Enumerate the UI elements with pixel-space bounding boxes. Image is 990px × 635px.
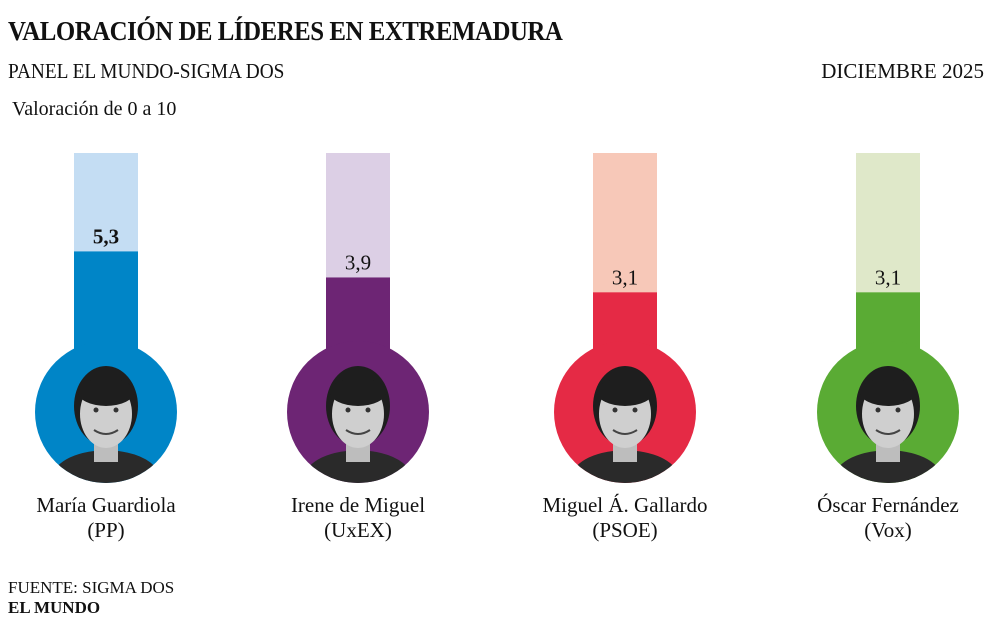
chart-title: VALORACIÓN DE LÍDERES EN EXTREMADURA — [8, 16, 563, 46]
category-label: Irene de Miguel — [290, 493, 426, 517]
data-label: 3,1 — [875, 265, 901, 289]
brand-logo: EL MUNDO — [8, 598, 101, 617]
category-label: María Guardiola — [36, 493, 176, 517]
category-label: Miguel Á. Gallardo — [542, 493, 708, 517]
party-label: (PSOE) — [592, 518, 658, 542]
category-label: Óscar Fernández — [817, 493, 959, 517]
party-label: (Vox) — [864, 518, 912, 542]
leader-label: Óscar Fernández (Vox) — [768, 493, 990, 543]
thermometer-3: 3,1 — [817, 153, 959, 483]
chart-date: DICIEMBRE 2025 — [821, 59, 984, 83]
y-axis-label: Valoración de 0 a 10 — [12, 98, 177, 120]
data-label: 5,3 — [93, 224, 119, 248]
leader-label: Irene de Miguel (UxEX) — [238, 493, 478, 543]
portrait-photo — [48, 366, 164, 483]
portrait-photo — [567, 366, 683, 483]
thermometer-0: 5,3 — [35, 153, 177, 483]
portrait-photo — [830, 366, 946, 483]
leader-label: Miguel Á. Gallardo (PSOE) — [505, 493, 745, 543]
source-note: FUENTE: SIGMA DOS — [8, 578, 175, 597]
data-label: 3,1 — [612, 265, 638, 289]
thermometer-1: 3,9 — [287, 153, 429, 483]
leader-label: María Guardiola (PP) — [0, 493, 226, 543]
party-label: (UxEX) — [324, 518, 392, 542]
portrait-photo — [300, 366, 416, 483]
party-label: (PP) — [87, 518, 125, 542]
data-label: 3,9 — [345, 250, 371, 274]
chart-subtitle: PANEL EL MUNDO-SIGMA DOS — [8, 59, 285, 83]
thermometer-2: 3,1 — [554, 153, 696, 483]
